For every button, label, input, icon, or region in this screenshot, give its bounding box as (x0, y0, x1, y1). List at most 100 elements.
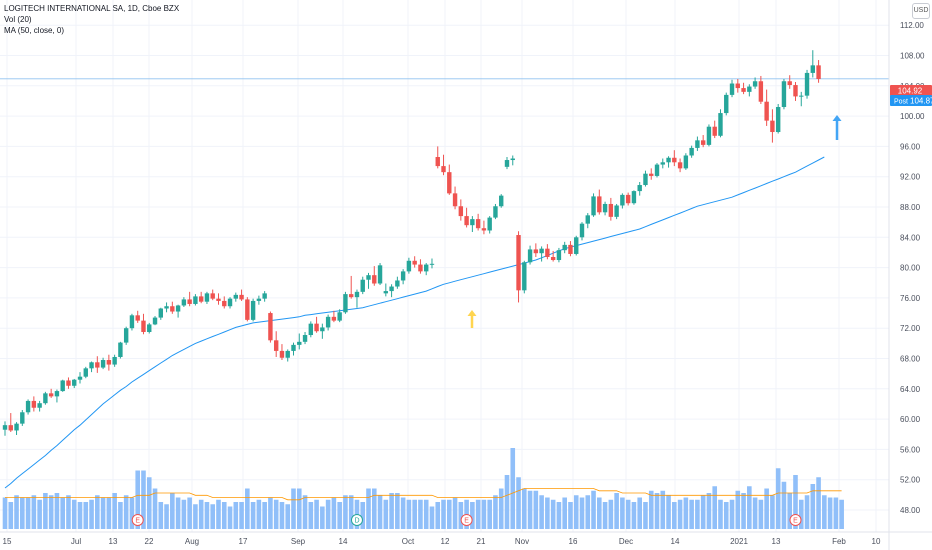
symbol-title[interactable]: LOGITECH INTERNATIONAL SA, 1D, Cboe BZX (4, 4, 180, 13)
candle (597, 189, 602, 215)
volume-bar (268, 497, 273, 529)
volume-bar (741, 493, 746, 529)
candle (654, 163, 660, 178)
candle-body (314, 323, 319, 332)
candle-body (308, 323, 314, 336)
volume-bar (320, 506, 325, 529)
volume-bar (279, 502, 285, 529)
candle-body (585, 215, 590, 224)
volume-bar (770, 495, 775, 529)
candle (285, 349, 290, 362)
candle (724, 92, 729, 116)
candle-body (747, 86, 752, 92)
volume-bar (418, 499, 423, 529)
time-axis-label: Sep (291, 537, 306, 546)
candle (539, 246, 544, 262)
volume-bar (383, 499, 389, 529)
candle (429, 258, 435, 269)
candle-body (204, 293, 210, 302)
candle (268, 311, 273, 343)
volume-bar (435, 502, 441, 529)
candle (366, 272, 371, 289)
price-axis-label: 68.00 (900, 355, 921, 364)
volume-bar (573, 495, 579, 529)
volume-bar (625, 499, 631, 529)
candle-body (147, 324, 152, 332)
candle (72, 378, 77, 389)
volume-bar (308, 502, 314, 529)
event-markers[interactable]: E E ED (131, 514, 802, 526)
candle-body (372, 275, 377, 284)
volume-bar (66, 495, 71, 529)
price-axis-label: 48.00 (900, 506, 921, 515)
volume-ma-line (5, 488, 842, 501)
volume-bar (193, 504, 198, 529)
candle-body (574, 237, 579, 254)
candle-body (429, 263, 435, 265)
candle (770, 109, 775, 143)
earnings-marker[interactable]: E (460, 514, 473, 526)
candle (135, 310, 140, 323)
candle (175, 304, 181, 318)
volume-bar (395, 493, 400, 529)
candle (198, 291, 204, 304)
candle-body (123, 328, 129, 343)
volume-bar (522, 488, 527, 529)
candle (343, 291, 348, 314)
candle-body (516, 235, 521, 291)
candle (706, 124, 712, 147)
volume-bars (2, 448, 844, 529)
volume-bar (331, 497, 337, 529)
volume-bar (597, 497, 602, 529)
candle (689, 145, 694, 158)
volume-bar (654, 493, 660, 529)
earnings-marker[interactable]: E (131, 514, 144, 526)
last-price-tag-bg (890, 85, 932, 96)
candle (493, 203, 498, 220)
candle (31, 396, 37, 412)
time-axis-label: 21 (477, 537, 486, 546)
candle-body (216, 298, 221, 301)
time-axis-label: Feb (832, 537, 846, 546)
candle (262, 291, 267, 302)
time-axis-label: 14 (339, 537, 348, 546)
volume-bar (389, 493, 394, 529)
candle-body (135, 315, 140, 321)
dividend-marker[interactable]: D (350, 514, 363, 526)
volume-bar (60, 497, 65, 529)
volume-bar (833, 497, 839, 529)
candle-body (660, 162, 665, 165)
last-price-tag: 104.92 (898, 87, 923, 96)
ma-indicator-label[interactable]: MA (50, close, 0) (4, 26, 65, 35)
candle-body (799, 95, 804, 97)
marker-label: E (464, 518, 469, 525)
volume-bar (221, 502, 227, 529)
candle-body (464, 216, 469, 226)
candle-body (285, 350, 290, 358)
volume-bar (579, 497, 585, 529)
volume-bar (631, 502, 637, 529)
volume-bar (683, 497, 689, 529)
candle-body (354, 291, 360, 298)
volume-bar (406, 499, 412, 529)
volume-bar (729, 499, 735, 529)
candle-body (331, 316, 337, 321)
time-axis[interactable]: 15 Jul 13 22 Aug 17 Sep 14 Oct 12 21 Nov 16 Dec 14 2021… (3, 537, 881, 546)
candle (158, 307, 163, 320)
volume-bar (227, 506, 233, 529)
volume-indicator-label[interactable]: Vol (20) (4, 15, 32, 24)
candle-body (602, 203, 608, 213)
candle-body (706, 126, 712, 145)
candle (510, 155, 515, 166)
candle-body (198, 296, 204, 302)
candle (256, 295, 262, 305)
volume-bar (2, 497, 8, 529)
candle-body (562, 244, 567, 251)
volume-bar (89, 499, 94, 529)
candle-body (475, 219, 481, 229)
earnings-marker[interactable]: E (789, 514, 802, 526)
volume-bar (591, 490, 596, 529)
candle (337, 309, 342, 323)
currency-button[interactable]: USD (912, 3, 930, 19)
